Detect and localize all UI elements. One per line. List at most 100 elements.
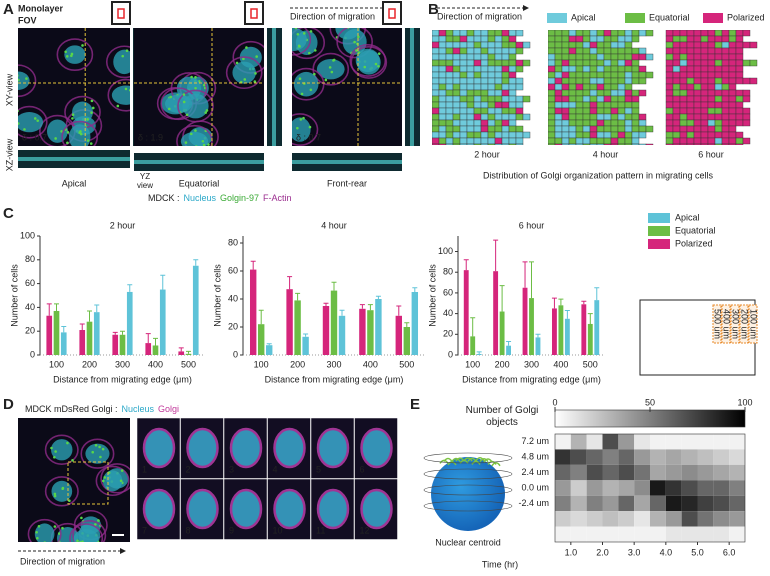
- cell: [665, 71, 674, 79]
- cell: [610, 71, 619, 79]
- heat-cell: [681, 464, 698, 481]
- golgi: [363, 65, 367, 69]
- error-bar: [46, 303, 52, 316]
- cell: [638, 65, 647, 73]
- legend-swatch: [547, 13, 567, 23]
- cell: [432, 59, 440, 67]
- cell: [714, 71, 723, 79]
- cell: [721, 71, 730, 79]
- cell: [596, 107, 605, 115]
- cell: [714, 107, 723, 115]
- cell: [624, 131, 633, 139]
- heat-cell: [570, 526, 587, 542]
- cell: [679, 95, 688, 103]
- cell: [459, 137, 468, 145]
- cell: [596, 30, 605, 37]
- cell: [501, 77, 510, 85]
- golgi: [36, 536, 39, 540]
- cell: [679, 137, 688, 145]
- heat-cell: [634, 495, 650, 512]
- y-tick-label: 20: [443, 329, 453, 339]
- heat-cell: [570, 464, 587, 481]
- cell: [480, 65, 489, 73]
- bar: [302, 336, 309, 355]
- cell: [672, 77, 681, 85]
- colorbar-title: Number of Golgi objects: [465, 405, 539, 428]
- cell: [728, 125, 737, 133]
- cell: [452, 137, 461, 145]
- cell: [452, 95, 461, 103]
- cell: [686, 59, 695, 67]
- heat-cell: [681, 526, 698, 542]
- heat-cell: [618, 526, 635, 542]
- frame-number: 5: [316, 464, 321, 474]
- cell-outline: [292, 113, 319, 146]
- yz-view-label-box: YZ view: [137, 172, 153, 190]
- golgi: [120, 469, 124, 472]
- cell: [589, 65, 598, 73]
- golgi: [353, 40, 356, 44]
- cell: [714, 77, 723, 85]
- golgi: [36, 119, 40, 122]
- cell: [624, 143, 633, 145]
- cell: [582, 53, 591, 61]
- golgi: [91, 106, 95, 110]
- cell: [508, 113, 517, 121]
- cell: [610, 101, 619, 109]
- cell: [700, 71, 709, 79]
- cell: [438, 83, 447, 91]
- view-caption: Equatorial: [179, 178, 220, 188]
- cell: [575, 35, 584, 43]
- golgi: [189, 132, 193, 136]
- chart-title: 6 hour: [519, 220, 545, 230]
- golgi: [71, 459, 74, 462]
- bar: [535, 337, 541, 355]
- cell: [631, 95, 640, 103]
- golgi: [195, 145, 198, 146]
- cell: [548, 125, 556, 133]
- cell: [548, 71, 556, 79]
- cell: [452, 41, 461, 49]
- cell: [707, 59, 716, 67]
- golgi: [202, 143, 206, 146]
- cell: [707, 101, 716, 109]
- cell: [672, 71, 681, 79]
- panel-label: D: [3, 396, 14, 413]
- cell: [548, 95, 556, 103]
- heat-cell: [602, 526, 619, 542]
- x-axis-label: Distance from migrating edge (μm): [462, 374, 601, 384]
- cell: [617, 59, 626, 67]
- cell: [693, 77, 702, 85]
- cell: [728, 47, 737, 55]
- cell: [589, 113, 598, 121]
- y-tick-label: 80: [228, 237, 238, 247]
- cell: [561, 89, 570, 97]
- cell: [575, 107, 584, 115]
- x-tick-label: 200: [82, 359, 97, 369]
- plane: [423, 468, 513, 480]
- cell: [735, 107, 744, 115]
- cell: [610, 53, 619, 61]
- cell: [508, 131, 517, 139]
- cell: [589, 41, 598, 49]
- cell: [645, 71, 654, 79]
- cell: [603, 143, 612, 145]
- cell: [672, 143, 681, 145]
- cell: [735, 113, 744, 121]
- cell: [707, 53, 716, 61]
- heat-cell: [713, 480, 730, 496]
- cell: [610, 125, 619, 133]
- cell: [522, 41, 531, 49]
- panel-label: A: [3, 1, 14, 18]
- heat-cell: [555, 449, 571, 465]
- nucleus: [68, 124, 91, 146]
- cell: [575, 143, 584, 145]
- golgi: [81, 44, 84, 47]
- cell: [714, 47, 723, 55]
- cell: [721, 113, 730, 121]
- cell: [589, 89, 598, 97]
- cell: [501, 83, 510, 91]
- stain-legend: MDCK : Nucleus Golgin-97 F-Actin: [148, 193, 292, 203]
- cell: [596, 131, 605, 139]
